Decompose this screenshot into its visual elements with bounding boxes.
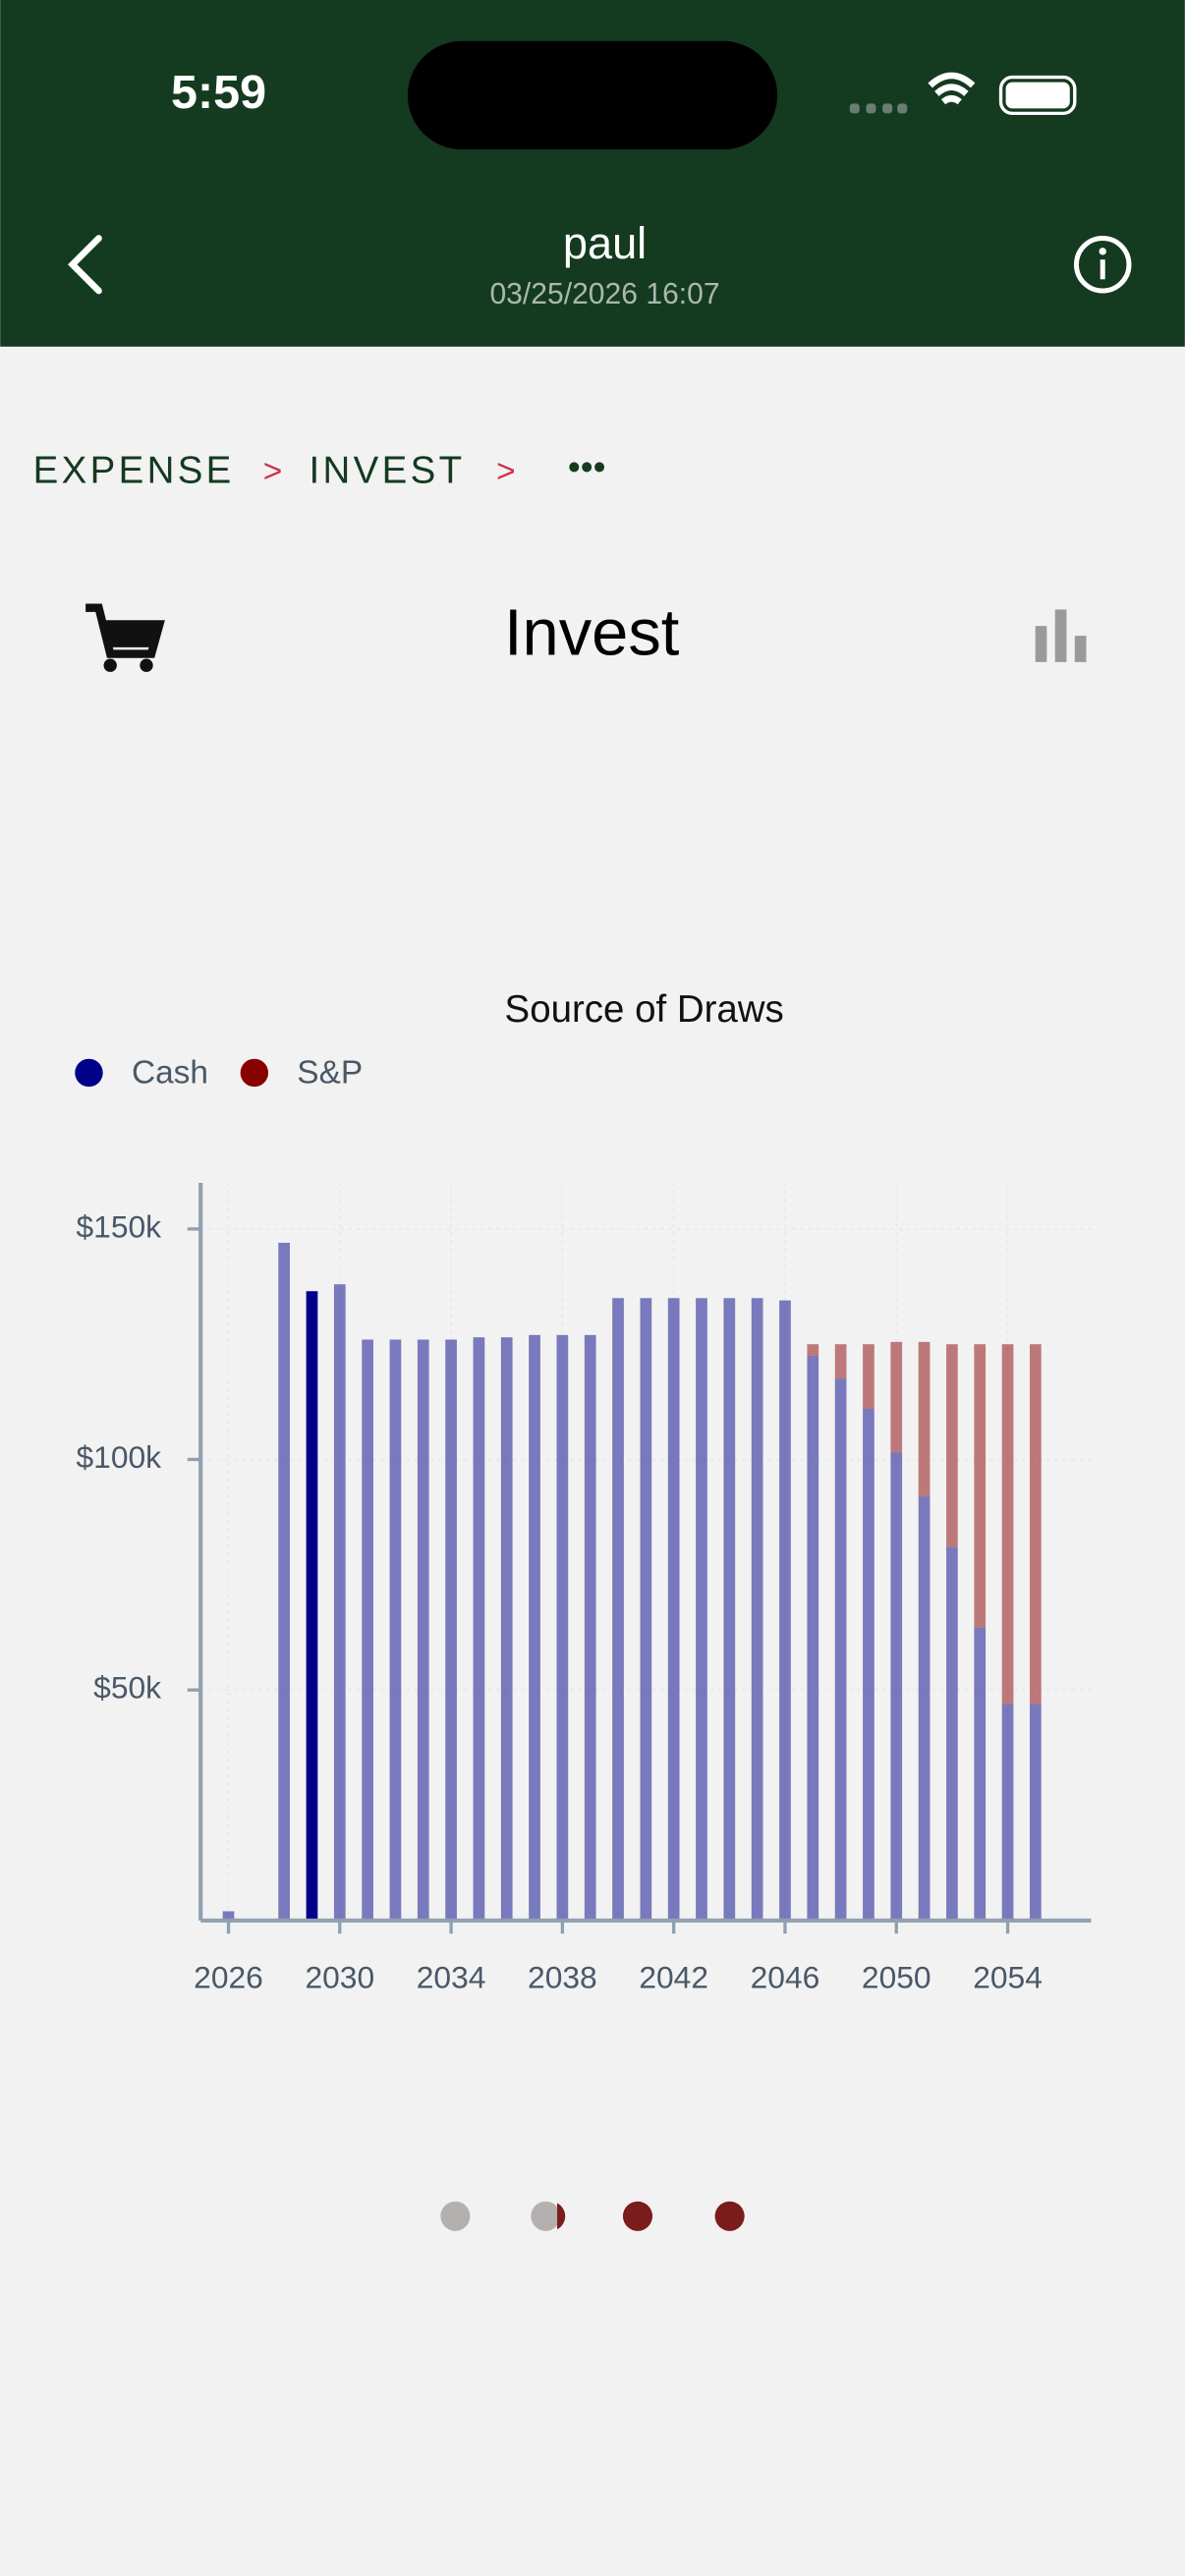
legend-label: Cash	[132, 1054, 208, 1091]
y-tick-label: $150k	[76, 1208, 161, 1244]
breadcrumb-separator: >	[263, 453, 283, 489]
x-tick-label: 2038	[528, 1959, 597, 1994]
page-dot[interactable]	[440, 2201, 471, 2231]
x-tick-label: 2026	[194, 1959, 263, 1994]
bar	[834, 1344, 847, 1379]
bar	[333, 1284, 346, 1921]
bar	[779, 1300, 791, 1921]
bar	[445, 1339, 457, 1921]
bar	[863, 1344, 875, 1409]
battery	[998, 75, 1077, 116]
breadcrumb-item[interactable]: INVEST	[310, 450, 466, 492]
info-button[interactable]	[1073, 235, 1132, 294]
x-tick-label: 2034	[417, 1959, 486, 1994]
page-title: Invest	[504, 595, 680, 669]
bar	[1001, 1344, 1014, 1705]
page-dot[interactable]	[714, 2201, 745, 2231]
x-tick-label: 2030	[305, 1959, 374, 1994]
bar	[723, 1298, 736, 1921]
chart: Source of Draws Cash S&P $50k $100k $150k 2026…	[75, 988, 1092, 1994]
header-subtitle: 03/25/2026 16:07	[489, 278, 719, 310]
page-dot-fill	[557, 2203, 566, 2230]
bar	[417, 1339, 429, 1921]
bar	[918, 1496, 931, 1921]
bar	[946, 1344, 958, 1547]
bar	[890, 1452, 903, 1921]
y-tick-label: $50k	[93, 1670, 161, 1706]
bar	[529, 1334, 540, 1921]
y-tick-label: $100k	[76, 1439, 161, 1475]
bar	[1030, 1704, 1042, 1921]
battery-level	[1005, 82, 1070, 109]
back-button[interactable]	[68, 235, 102, 295]
breadcrumb-separator: >	[496, 453, 516, 489]
x-tick-label: 2050	[862, 1959, 931, 1994]
x-tick-label: 2054	[973, 1959, 1043, 1994]
cart-icon[interactable]	[85, 603, 165, 672]
bar	[222, 1911, 235, 1921]
legend-marker	[75, 1058, 103, 1088]
wifi-icon	[928, 72, 976, 105]
bar	[751, 1298, 763, 1921]
bar	[306, 1291, 318, 1921]
legend-label: S&P	[297, 1054, 363, 1091]
bar	[807, 1355, 819, 1921]
bar	[974, 1627, 987, 1921]
header-title: paul	[563, 218, 647, 268]
bar	[278, 1242, 291, 1921]
signal	[849, 103, 908, 114]
bar	[834, 1378, 847, 1921]
bar	[863, 1408, 875, 1921]
bar	[918, 1341, 931, 1497]
bar	[1030, 1344, 1042, 1705]
x-tick-label: 2042	[639, 1959, 708, 1994]
page-dot[interactable]	[622, 2201, 653, 2231]
breadcrumb-more[interactable]: •••	[568, 447, 606, 487]
status-time: 5:59	[171, 66, 266, 119]
bar	[612, 1298, 624, 1921]
bar	[389, 1339, 402, 1921]
bar	[640, 1298, 652, 1921]
bar	[974, 1344, 987, 1628]
x-tick-label: 2046	[751, 1959, 820, 1994]
bar	[807, 1344, 819, 1356]
bar	[556, 1334, 569, 1921]
bar	[1001, 1704, 1014, 1921]
breadcrumb-item[interactable]: EXPENSE	[33, 450, 235, 492]
bar	[500, 1337, 513, 1921]
page-dot[interactable]	[531, 2201, 561, 2231]
bar	[584, 1334, 596, 1921]
legend-marker	[240, 1058, 269, 1088]
bar	[667, 1298, 680, 1921]
bar	[473, 1337, 485, 1921]
bar	[362, 1339, 373, 1921]
bar	[696, 1298, 707, 1921]
bar	[946, 1546, 958, 1921]
chart-icon[interactable]	[1035, 609, 1087, 662]
bar	[890, 1341, 903, 1453]
chart-title: Source of Draws	[505, 988, 784, 1031]
dynamic-island	[407, 40, 778, 150]
